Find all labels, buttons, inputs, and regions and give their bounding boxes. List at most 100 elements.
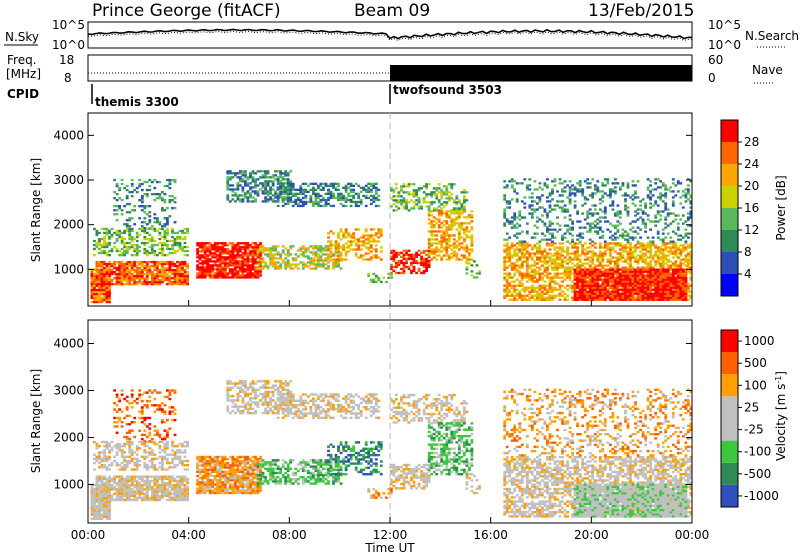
power-cell: [131, 273, 134, 275]
power-cell: [649, 293, 652, 295]
power-cell: [463, 210, 466, 212]
power-cell: [581, 269, 584, 271]
power-cell: [604, 246, 607, 248]
power-cell: [649, 283, 652, 285]
power-cell: [556, 273, 559, 275]
power-cell: [443, 234, 446, 236]
power-cell: [531, 200, 534, 202]
power-cell: [247, 192, 250, 194]
power-cell: [503, 256, 506, 258]
power-cell: [659, 289, 662, 291]
power-cell: [420, 187, 423, 189]
power-cell: [433, 234, 436, 236]
power-cell: [591, 262, 594, 264]
power-cell: [307, 265, 310, 267]
power-cell: [138, 261, 141, 263]
power-cell: [153, 281, 156, 283]
power-cell: [654, 281, 657, 283]
power-cell: [395, 264, 398, 266]
power-cell: [506, 206, 509, 208]
power-cell: [463, 246, 466, 248]
power-cell: [237, 276, 240, 278]
power-cell: [639, 281, 642, 283]
power-cell: [523, 241, 526, 243]
power-cell: [254, 272, 257, 274]
power-cell: [634, 248, 637, 250]
power-cell: [174, 242, 177, 244]
power-cell: [247, 272, 250, 274]
power-cell: [106, 230, 109, 232]
power-cell: [531, 277, 534, 279]
power-cell: [639, 254, 642, 256]
power-cell: [659, 279, 662, 281]
power-cell: [546, 231, 549, 233]
power-cell: [679, 285, 682, 287]
power-cell: [511, 262, 514, 264]
power-cell: [350, 195, 353, 197]
power-cell: [564, 271, 567, 273]
power-cell: [642, 283, 645, 285]
power-cell: [277, 267, 280, 269]
power-cell: [327, 246, 330, 248]
power-cell: [257, 244, 260, 246]
power-cell: [307, 247, 310, 249]
power-cell: [96, 291, 99, 293]
power-cell: [287, 180, 290, 182]
power-cell: [455, 207, 458, 209]
power-cell: [345, 201, 348, 203]
power-cell: [237, 172, 240, 174]
power-cell: [171, 232, 174, 234]
power-cell: [221, 274, 224, 276]
power-cell: [340, 197, 343, 199]
power-cell: [415, 195, 418, 197]
power-cell: [526, 250, 529, 252]
power-cell: [108, 287, 111, 289]
power-cell: [239, 200, 242, 202]
power-cell: [551, 260, 554, 262]
power-cell: [269, 261, 272, 263]
power-cell: [594, 242, 597, 244]
power-cell: [679, 291, 682, 293]
power-cell: [247, 258, 250, 260]
power-cell: [561, 262, 564, 264]
power-cell: [219, 256, 222, 258]
power-cell: [128, 248, 131, 250]
power-cell: [674, 299, 677, 301]
power-cell: [304, 201, 307, 203]
power-cell: [518, 293, 521, 295]
power-cell: [450, 183, 453, 185]
power-cell: [629, 252, 632, 254]
power-cell: [153, 275, 156, 277]
power-cell: [169, 271, 172, 273]
power-cell: [131, 183, 134, 185]
power-cell: [682, 258, 685, 260]
power-cell: [534, 295, 537, 297]
power-cell: [659, 277, 662, 279]
power-cell: [148, 273, 151, 275]
power-cell: [153, 240, 156, 242]
power-cell: [113, 261, 116, 263]
power-cell: [516, 198, 519, 200]
power-cell: [440, 214, 443, 216]
power-cell: [440, 212, 443, 214]
power-cell: [242, 186, 245, 188]
power-cell: [249, 176, 252, 178]
power-cell: [96, 269, 99, 271]
power-cell: [647, 287, 650, 289]
power-cell: [337, 193, 340, 195]
power-cell: [214, 274, 217, 276]
power-cell: [118, 265, 121, 267]
power-cell: [440, 189, 443, 191]
power-cell: [269, 188, 272, 190]
power-cell: [581, 279, 584, 281]
power-cell: [91, 295, 94, 297]
power-cell: [546, 227, 549, 229]
power-cell: [307, 185, 310, 187]
power-cell: [531, 289, 534, 291]
power-cell: [136, 273, 139, 275]
power-cell: [579, 267, 582, 269]
power-cell: [116, 183, 119, 185]
power-cell: [581, 273, 584, 275]
power-cell: [186, 283, 189, 285]
power-cell: [113, 205, 116, 207]
